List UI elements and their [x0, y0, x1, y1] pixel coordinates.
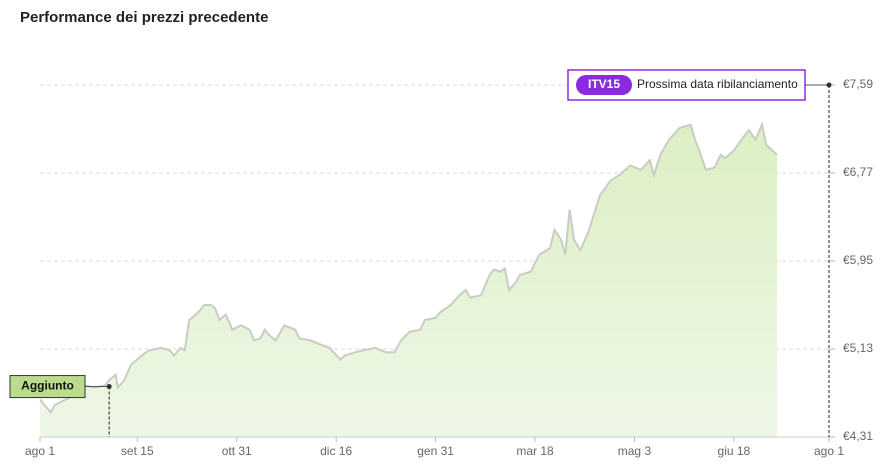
x-tick-label: gen 31 — [417, 444, 454, 458]
added-label: Aggiunto — [21, 379, 74, 393]
x-tick-label: mar 18 — [516, 444, 554, 458]
x-tick-label: giu 18 — [718, 444, 751, 458]
y-tick-label: €7,59 — [843, 77, 873, 91]
added-box — [9, 375, 86, 399]
rebalance-badge-label: ITV15 — [588, 77, 620, 91]
area — [40, 124, 778, 437]
x-tick-label: mag 3 — [618, 444, 652, 458]
x-tick-label: ago 1 — [25, 444, 55, 458]
x-tick-label: ott 31 — [222, 444, 252, 458]
added-dot — [106, 384, 112, 390]
rebalance-badge — [576, 75, 632, 95]
rebalance-dot — [826, 82, 832, 88]
y-tick-label: €5,13 — [843, 341, 873, 355]
y-tick-label: €6,77 — [843, 165, 873, 179]
y-tick-label: €5,95 — [843, 253, 873, 267]
x-tick-label: ago 1 — [814, 444, 844, 458]
chart-title: Performance dei prezzi precedente — [20, 9, 268, 26]
x-tick-label: dic 16 — [320, 444, 352, 458]
rebalance-label: Prossima data ribilanciamento — [637, 77, 798, 91]
x-tick-label: set 15 — [121, 444, 154, 458]
y-tick-label: €4,31 — [843, 429, 873, 443]
line — [39, 121, 778, 415]
